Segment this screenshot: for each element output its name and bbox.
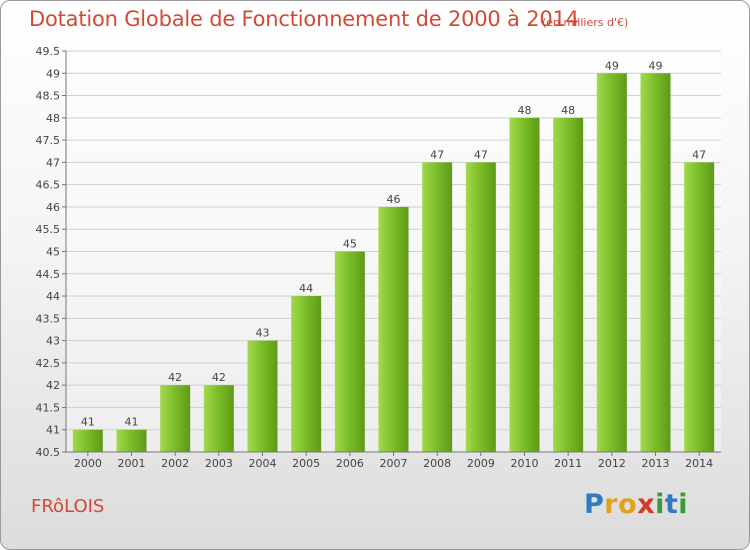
logo-letter: t bbox=[664, 489, 679, 520]
y-tick-label: 45 bbox=[46, 246, 60, 259]
y-tick-label: 43.5 bbox=[36, 312, 61, 325]
bar-2003 bbox=[203, 385, 234, 452]
y-tick-label: 48 bbox=[46, 112, 60, 125]
value-label-2004: 43 bbox=[256, 327, 270, 340]
value-label-2007: 46 bbox=[387, 193, 401, 206]
y-tick-label: 41.5 bbox=[36, 401, 61, 414]
commune-name: FRôLOIS bbox=[31, 496, 105, 517]
x-tick-label-2012: 2012 bbox=[598, 457, 626, 470]
logo-letter: o bbox=[618, 489, 638, 520]
value-label-2013: 49 bbox=[649, 59, 663, 72]
y-tick-label: 47 bbox=[46, 156, 60, 169]
x-tick-label-2011: 2011 bbox=[554, 457, 582, 470]
x-tick-label-2002: 2002 bbox=[161, 457, 189, 470]
bar-2002 bbox=[160, 385, 191, 452]
y-tick-label: 45.5 bbox=[36, 223, 61, 236]
bar-2000 bbox=[72, 429, 103, 452]
chart-title: Dotation Globale de Fonctionnement de 20… bbox=[29, 7, 579, 31]
value-label-2002: 42 bbox=[168, 371, 182, 384]
y-tick-label: 46 bbox=[46, 201, 60, 214]
bar-2013 bbox=[640, 73, 671, 453]
x-tick-label-2007: 2007 bbox=[380, 457, 408, 470]
value-label-2008: 47 bbox=[430, 148, 444, 161]
x-tick-label-2001: 2001 bbox=[118, 457, 146, 470]
value-label-2009: 47 bbox=[474, 148, 488, 161]
value-label-2012: 49 bbox=[605, 59, 619, 72]
y-tick-label: 44.5 bbox=[36, 268, 61, 281]
bar-2014 bbox=[684, 162, 715, 452]
y-tick-label: 42 bbox=[46, 379, 60, 392]
bar-2011 bbox=[553, 117, 584, 452]
x-tick-label-2013: 2013 bbox=[642, 457, 670, 470]
logo-letter: x bbox=[637, 489, 656, 520]
x-tick-label-2014: 2014 bbox=[685, 457, 713, 470]
value-label-2000: 41 bbox=[81, 416, 95, 429]
y-tick-label: 44 bbox=[46, 290, 60, 303]
y-tick-label: 46.5 bbox=[36, 179, 61, 192]
y-tick-label: 41 bbox=[46, 424, 60, 437]
value-label-2010: 48 bbox=[518, 104, 532, 117]
bar-2006 bbox=[334, 251, 365, 452]
chart-subtitle: (en milliers d'€) bbox=[542, 16, 629, 29]
x-tick-label-2004: 2004 bbox=[249, 457, 277, 470]
bar-2001 bbox=[116, 429, 147, 452]
x-tick-label-2006: 2006 bbox=[336, 457, 364, 470]
y-tick-label: 42.5 bbox=[36, 357, 61, 370]
proxiti-logo: Proxiti bbox=[584, 489, 688, 520]
bar-2008 bbox=[422, 162, 453, 452]
value-label-2003: 42 bbox=[212, 371, 226, 384]
value-label-2011: 48 bbox=[561, 104, 575, 117]
bar-2004 bbox=[247, 340, 278, 452]
value-label-2005: 44 bbox=[299, 282, 313, 295]
bar-2010 bbox=[509, 117, 540, 452]
y-tick-label: 43 bbox=[46, 335, 60, 348]
logo-letter: i bbox=[678, 489, 689, 520]
bar-2012 bbox=[596, 73, 627, 453]
x-tick-label-2003: 2003 bbox=[205, 457, 233, 470]
value-label-2014: 47 bbox=[692, 148, 706, 161]
value-label-2006: 45 bbox=[343, 238, 357, 251]
x-tick-label-2009: 2009 bbox=[467, 457, 495, 470]
bar-2009 bbox=[465, 162, 496, 452]
x-tick-label-2010: 2010 bbox=[511, 457, 539, 470]
y-tick-label: 49 bbox=[46, 67, 60, 80]
bar-2007 bbox=[378, 206, 409, 452]
x-tick-label-2008: 2008 bbox=[423, 457, 451, 470]
y-tick-label: 49.5 bbox=[36, 45, 61, 58]
logo-letter: P bbox=[584, 489, 605, 520]
value-label-2001: 41 bbox=[125, 416, 139, 429]
x-tick-label-2000: 2000 bbox=[74, 457, 102, 470]
logo-letter: r bbox=[604, 489, 619, 520]
y-tick-label: 40.5 bbox=[36, 446, 61, 459]
bar-2005 bbox=[291, 296, 322, 452]
y-tick-label: 48.5 bbox=[36, 90, 61, 103]
x-tick-label-2005: 2005 bbox=[292, 457, 320, 470]
logo-letter: i bbox=[655, 489, 665, 520]
y-tick-label: 47.5 bbox=[36, 134, 61, 147]
